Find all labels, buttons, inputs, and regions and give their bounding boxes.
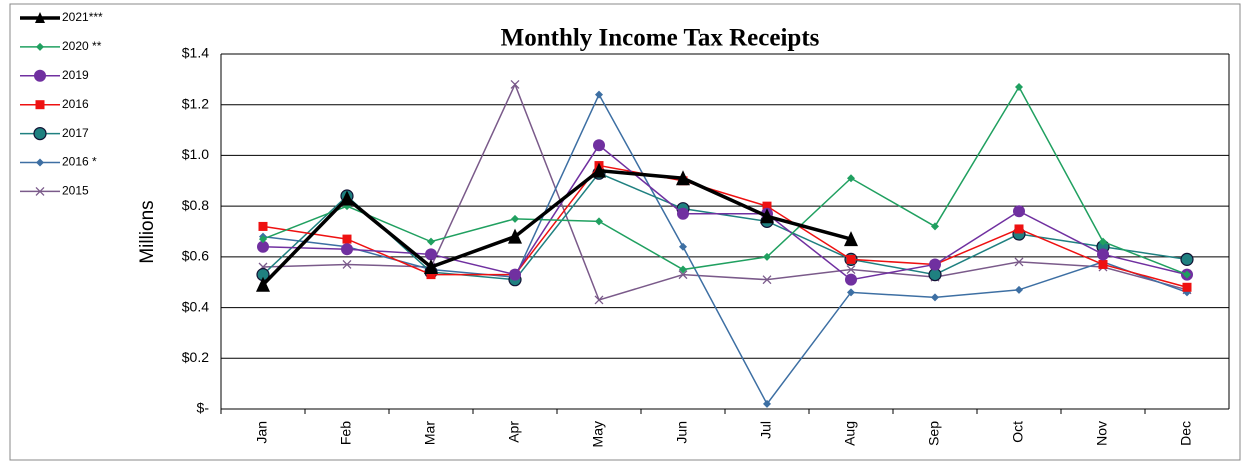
data-point	[340, 190, 354, 206]
series-line	[262, 172, 1188, 281]
data-point	[676, 170, 690, 186]
data-point	[425, 248, 437, 261]
series-line	[262, 82, 1188, 301]
legend-label: 2019	[62, 68, 89, 82]
y-tick-label: $1.0	[182, 146, 209, 162]
data-point	[257, 240, 269, 253]
legend: 2021*** 2020 ** 2019 2016 2017 2016 * 2015	[20, 10, 103, 198]
x-tick-label: Mar	[422, 421, 438, 445]
data-point	[510, 79, 520, 89]
y-tick-label: $0.6	[182, 248, 209, 264]
legend-marker	[35, 12, 45, 23]
y-tick-label: $1.2	[182, 95, 209, 111]
data-point	[1013, 205, 1025, 218]
data-point	[592, 162, 606, 178]
data-point	[1099, 237, 1107, 246]
data-point	[1015, 285, 1023, 294]
data-point	[427, 237, 435, 246]
x-tick-label: Apr	[506, 421, 522, 443]
data-point	[593, 139, 605, 152]
y-tick-label: $-	[197, 400, 210, 416]
chart-frame	[9, 3, 1241, 461]
x-tick-label: Jul	[758, 421, 774, 439]
data-point	[342, 234, 352, 244]
x-tick-label: May	[590, 421, 606, 447]
data-point	[679, 242, 687, 251]
y-tick-label: $1.4	[182, 45, 209, 61]
data-point	[1097, 248, 1109, 261]
series-line	[262, 85, 1188, 276]
series-line	[261, 168, 852, 286]
data-point	[846, 265, 856, 274]
chart-title: Monthly Income Tax Receipts	[501, 25, 820, 52]
data-point	[1098, 259, 1108, 269]
data-point	[677, 207, 689, 220]
series-line	[262, 164, 1188, 289]
data-point	[1014, 257, 1024, 267]
x-tick-label: Jan	[254, 421, 270, 444]
y-tick-label: $0.8	[182, 197, 209, 213]
x-tick-label: Jun	[674, 421, 690, 444]
data-point	[1183, 270, 1191, 279]
y-axis-label: Millions	[137, 200, 158, 263]
series-line	[262, 144, 1188, 281]
data-point	[763, 399, 771, 408]
legend-label: 2016	[62, 97, 89, 111]
x-tick-label: Dec	[1178, 421, 1194, 446]
legend-marker	[33, 127, 47, 141]
x-tick-label: Nov	[1094, 421, 1110, 446]
data-point	[763, 252, 771, 261]
legend-marker	[34, 69, 46, 82]
x-tick-label: Feb	[338, 421, 354, 445]
data-point	[595, 217, 603, 226]
data-point	[1182, 282, 1192, 292]
legend-label: 2017	[62, 126, 89, 140]
legend-label: 2016 *	[62, 155, 97, 169]
y-tick-label: $0.2	[182, 349, 209, 365]
data-point	[508, 228, 522, 244]
data-point	[595, 90, 603, 99]
legend-label: 2021***	[62, 10, 103, 24]
data-point	[846, 254, 856, 264]
y-tick-label: $0.4	[182, 298, 209, 314]
data-point	[760, 208, 774, 224]
data-point	[844, 231, 858, 247]
data-point	[929, 258, 941, 271]
data-point	[594, 295, 604, 305]
data-point	[426, 270, 436, 280]
legend-label: 2020 **	[62, 39, 102, 53]
data-point	[258, 221, 268, 231]
data-point	[342, 260, 352, 269]
legend-label: 2015	[62, 184, 89, 198]
legend-marker	[36, 42, 44, 51]
x-tick-label: Oct	[1010, 421, 1026, 443]
data-point	[259, 235, 267, 244]
series-line	[262, 92, 1188, 406]
legend-marker	[35, 100, 45, 110]
legend-marker	[36, 158, 44, 167]
data-point	[678, 270, 688, 280]
data-point	[762, 201, 772, 211]
data-point	[256, 276, 270, 292]
data-point	[424, 259, 438, 274]
data-point	[931, 222, 939, 231]
data-point	[509, 268, 521, 281]
data-point	[341, 243, 353, 256]
data-point	[931, 293, 939, 302]
data-point	[1014, 224, 1024, 234]
data-point	[847, 174, 855, 183]
x-tick-label: Aug	[842, 421, 858, 446]
data-point	[1180, 252, 1194, 266]
data-point	[762, 275, 772, 285]
data-point	[845, 273, 857, 286]
data-point	[1015, 82, 1023, 91]
legend-marker	[35, 186, 45, 196]
data-point	[847, 288, 855, 297]
x-tick-label: Sep	[926, 421, 942, 446]
data-point	[511, 214, 519, 223]
data-point	[679, 265, 687, 274]
